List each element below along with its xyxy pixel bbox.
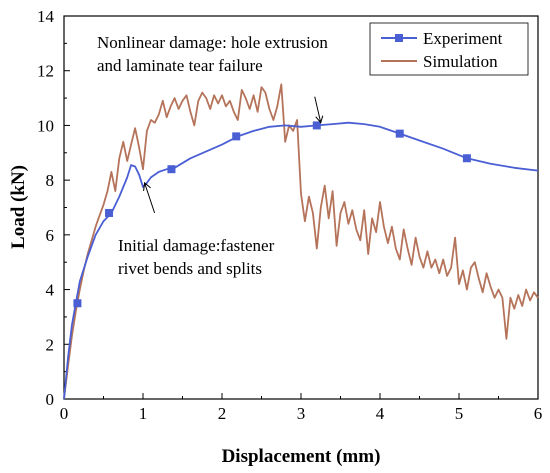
series-line-simulation xyxy=(63,83,539,400)
annotation-initial-line-2: rivet bends and splits xyxy=(118,259,262,278)
tick-group xyxy=(63,15,539,400)
series-line-experiment xyxy=(63,121,539,400)
y-tick-label-1: 2 xyxy=(46,335,55,354)
series-point-experiment xyxy=(462,154,471,163)
y-axis-title: Load (kN) xyxy=(8,165,29,249)
legend-box xyxy=(369,22,529,76)
annotation-nonlinear: Nonlinear damage: hole extrusion and lam… xyxy=(97,33,328,124)
y-tick-label-3: 6 xyxy=(46,226,55,245)
x-axis-title: Displacement (mm) xyxy=(222,446,381,467)
y-tick-label-5: 10 xyxy=(37,116,54,135)
series-layer xyxy=(63,83,539,400)
x-tick-label-1: 1 xyxy=(139,404,148,423)
legend-label-experiment: Experiment xyxy=(423,29,503,48)
y-tick-label-0: 0 xyxy=(46,390,55,409)
series-point-experiment xyxy=(312,121,321,130)
annotation-nonlinear-line-2: and laminate tear failure xyxy=(97,56,263,75)
x-tick-label-6: 6 xyxy=(534,404,543,423)
series-point-experiment xyxy=(395,129,404,138)
y-tick-label-6: 12 xyxy=(37,62,54,81)
x-tick-label-2: 2 xyxy=(218,404,227,423)
y-tick-label-4: 8 xyxy=(46,171,55,190)
annotation-initial: Initial damage:fastener rivet bends and … xyxy=(118,181,275,278)
annotation-nonlinear-line-1: Nonlinear damage: hole extrusion xyxy=(97,33,328,52)
series-point-experiment xyxy=(105,208,114,217)
legend-label-simulation: Simulation xyxy=(423,52,498,71)
y-tick-label-7: 14 xyxy=(37,7,55,26)
legend: Experiment Simulation xyxy=(369,22,529,76)
x-tick-label-3: 3 xyxy=(297,404,306,423)
series-point-experiment xyxy=(232,132,241,141)
x-tick-label-4: 4 xyxy=(376,404,385,423)
series-point-experiment xyxy=(73,299,82,308)
series-point-experiment xyxy=(167,165,176,174)
annotation-initial-arrow xyxy=(143,181,156,214)
x-tick-label-5: 5 xyxy=(455,404,464,423)
annotation-nonlinear-arrow xyxy=(314,96,324,124)
y-tick-label-2: 4 xyxy=(46,281,55,300)
legend-marker-experiment xyxy=(395,34,403,42)
x-tick-label-0: 0 xyxy=(60,404,69,423)
annotation-initial-line-1: Initial damage:fastener xyxy=(118,236,275,255)
